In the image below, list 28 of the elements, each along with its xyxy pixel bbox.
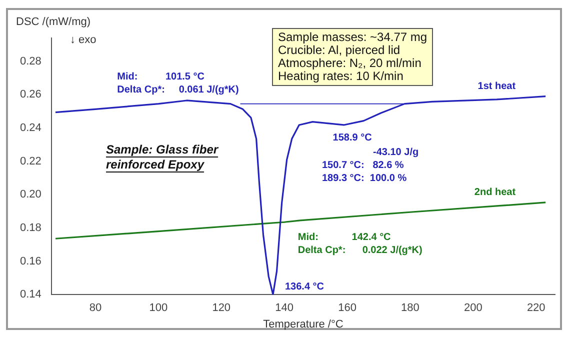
annotation: 158.9 °C xyxy=(332,132,372,144)
x-tick-label: 200 xyxy=(464,302,482,314)
y-tick-label: 0.22 xyxy=(20,155,42,168)
y-axis-title: DSC /(mW/mg) xyxy=(16,16,91,28)
x-axis-title: Temperature /°C xyxy=(263,318,344,330)
y-tick-label: 0.16 xyxy=(20,255,42,268)
x-tick-label: 160 xyxy=(338,302,356,314)
series-label: 2nd heat xyxy=(474,187,516,198)
annotation: ↓ exo xyxy=(70,34,96,46)
x-tick-label: 100 xyxy=(149,302,168,314)
annotation: Mid: 101.5 °C Delta Cp*: 0.061 J/(g*K) xyxy=(117,72,239,96)
annotation: Sample: Glass fiber reinforced Epoxy xyxy=(106,142,220,172)
annotation: Sample masses: ~34.77 mg Crucible: Al, pierced lid Atmosphere: N₂, 20 ml/min Heating rates: 10 K/min xyxy=(272,28,434,86)
annotation: 136.4 °C xyxy=(284,281,324,292)
y-tick-label: 0.14 xyxy=(20,288,42,301)
x-tick-label: 220 xyxy=(526,302,546,314)
annotation: -43.10 J/g 150.7 °C: 82.6 % 189.3 °C: 100.0 % xyxy=(322,146,419,184)
y-tick-label: 0.20 xyxy=(20,188,42,201)
y-tick-label: 0.26 xyxy=(20,88,42,101)
x-tick-label: 140 xyxy=(275,302,294,314)
x-tick-label: 80 xyxy=(89,302,102,314)
annotation: Mid: 142.4 °C Delta Cp*: 0.022 J/(g*K) xyxy=(298,232,422,256)
series-label: 1st heat xyxy=(478,81,516,92)
y-tick-label: 0.24 xyxy=(20,122,42,134)
y-tick-label: 0.28 xyxy=(20,55,42,68)
y-tick-label: 0.18 xyxy=(20,222,42,234)
x-tick-label: 120 xyxy=(212,302,231,314)
x-tick-label: 180 xyxy=(401,302,420,314)
